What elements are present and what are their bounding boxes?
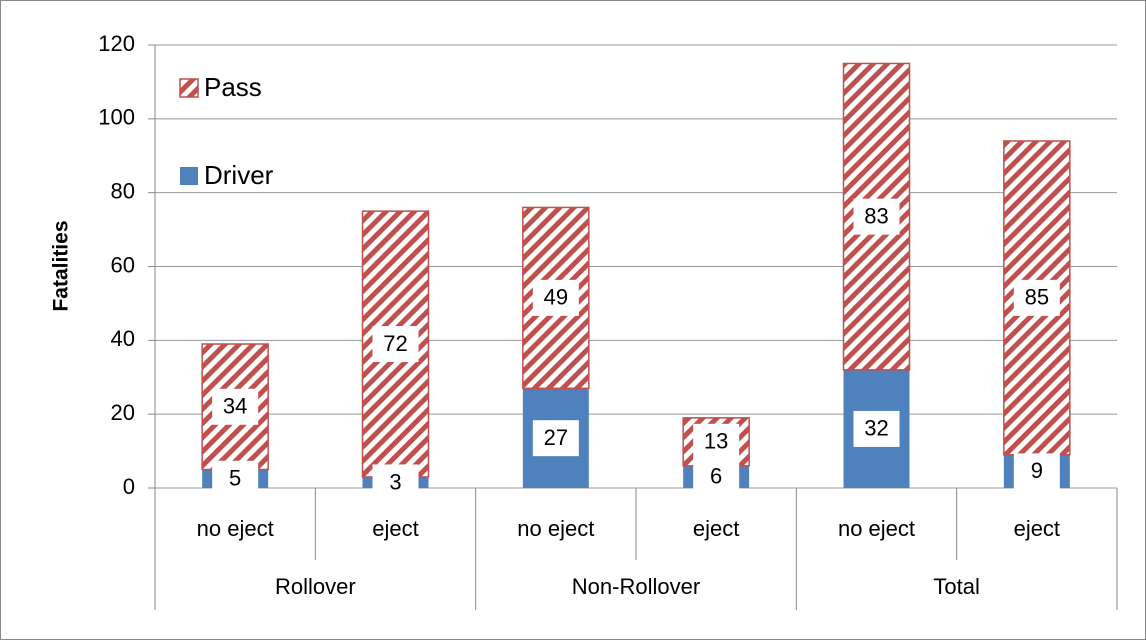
data-label-box [532,279,579,316]
group-label: Non-Rollover [572,574,700,599]
data-label: 83 [864,203,888,228]
data-label: 3 [389,469,401,494]
data-label: 9 [1031,458,1043,483]
data-label: 13 [704,429,728,454]
data-label: 34 [223,394,247,419]
data-label-box [372,326,419,363]
legend-swatch [180,167,198,185]
data-label-box [853,410,900,447]
data-label-box [1013,453,1060,490]
y-tick-label: 80 [111,178,135,203]
x-tick-label: no eject [838,516,915,541]
x-tick-label: eject [1014,516,1060,541]
x-tick-label: no eject [517,516,594,541]
data-label: 32 [864,416,888,441]
data-label-box [693,423,740,460]
x-tick-label: eject [372,516,418,541]
data-label: 5 [229,466,241,491]
group-label: Rollover [275,574,356,599]
data-label-box [693,458,740,495]
x-tick-label: eject [693,516,739,541]
data-label-box [853,198,900,235]
data-label-box [372,464,419,501]
y-tick-label: 100 [98,105,135,130]
data-label: 6 [710,464,722,489]
data-label-box [212,460,259,497]
data-label-box [532,420,579,457]
y-axis-label: Fatalities [50,220,73,311]
y-tick-label: 0 [123,474,135,499]
data-label-box [212,388,259,425]
legend-swatch [179,78,199,98]
data-label: 85 [1025,285,1049,310]
x-tick-label: no eject [197,516,274,541]
data-label: 72 [383,331,407,356]
data-label: 27 [544,425,568,450]
data-label-box [1013,279,1060,316]
y-tick-label: 40 [111,326,135,351]
y-tick-label: 20 [111,400,135,425]
y-tick-label: 60 [111,252,135,277]
group-label: Total [933,574,979,599]
legend-label: Pass [204,72,262,102]
data-label: 49 [544,285,568,310]
y-tick-label: 120 [98,31,135,56]
legend-label: Driver [204,160,274,190]
